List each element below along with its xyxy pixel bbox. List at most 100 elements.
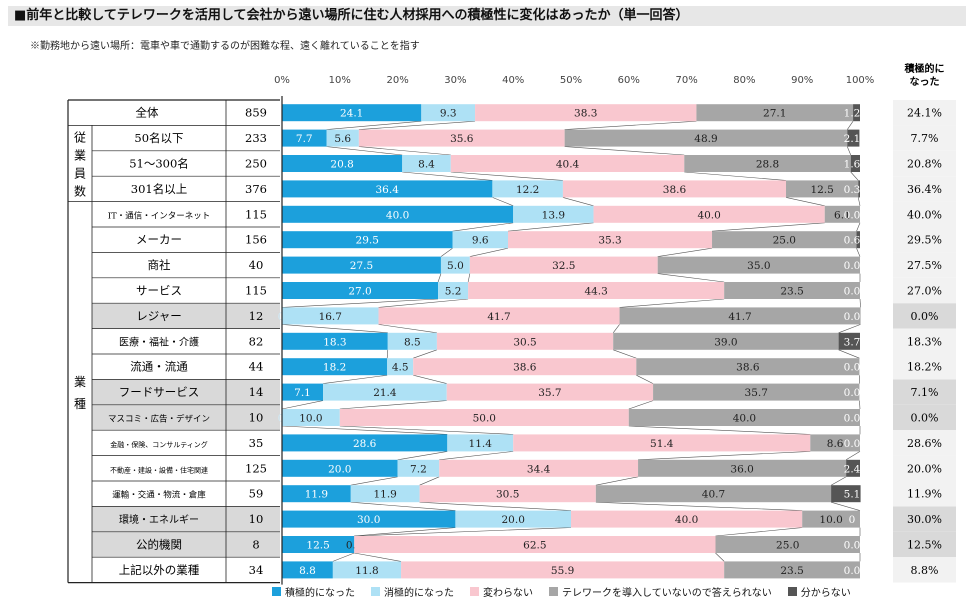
row-positive-rate: 24.1%	[907, 107, 942, 120]
row-positive-rate: 36.4%	[907, 183, 942, 196]
connector-line	[452, 222, 514, 232]
data-label: 27.0	[348, 286, 371, 298]
data-label: 21.4	[373, 387, 397, 399]
data-label: 8.6	[827, 438, 844, 450]
bar-segment	[282, 129, 327, 147]
bar-segment	[455, 510, 571, 528]
data-label: 16.7	[319, 311, 342, 323]
x-tick-label: 60%	[618, 75, 640, 86]
bar-segment	[282, 485, 351, 503]
bar-segment	[810, 434, 860, 452]
x-tick-label: 90%	[791, 75, 813, 86]
row-shade	[92, 531, 280, 558]
bar-segment	[401, 561, 725, 579]
data-label: 25.0	[773, 235, 796, 247]
connector-line	[715, 527, 803, 537]
bar-segment	[850, 155, 860, 172]
connector-line	[386, 349, 389, 359]
connector-line	[350, 476, 398, 486]
row-n: 44	[249, 360, 264, 374]
bar-segment	[447, 434, 514, 452]
row-label: 医療・福祉・介護	[119, 335, 199, 348]
bar-segment	[452, 231, 508, 249]
bar-segment	[438, 282, 469, 299]
bar-segment	[847, 129, 860, 147]
connector-line	[326, 146, 403, 156]
data-label: 30.5	[496, 489, 519, 501]
bar-segment	[715, 536, 860, 553]
x-tick-label: 50%	[560, 75, 582, 86]
row-n: 10	[249, 512, 264, 526]
bar-segment	[613, 332, 839, 350]
data-label: 0.6	[844, 235, 861, 247]
row-n: 10	[249, 411, 264, 425]
connector-line	[712, 222, 825, 232]
bar-segment	[326, 129, 359, 147]
row-positive-rate: 12.5%	[907, 539, 942, 552]
data-label: 38.3	[574, 108, 597, 120]
bar-segment	[657, 256, 860, 274]
connector-line	[595, 476, 639, 486]
connector-line	[847, 121, 854, 130]
data-label: 12.5	[810, 184, 833, 196]
bar-segment	[469, 256, 658, 274]
data-label: 51.4	[650, 438, 674, 450]
data-label: 36.0	[730, 463, 753, 475]
x-tick-label: 30%	[444, 75, 466, 86]
data-label: 1.6	[844, 159, 861, 171]
row-n: 156	[245, 233, 267, 247]
row-n: 35	[249, 436, 264, 450]
bar-segment	[282, 205, 514, 223]
connector-line	[715, 552, 725, 562]
connector-line	[469, 247, 509, 257]
bar-segment	[387, 332, 437, 350]
connector-line	[402, 171, 493, 181]
connector-line	[413, 374, 447, 384]
data-label: 55.9	[551, 565, 574, 577]
row-shade	[893, 125, 956, 151]
data-label: 12.5	[306, 540, 329, 552]
bar-segment	[282, 307, 379, 325]
bar-segment	[354, 536, 716, 553]
data-label: 30.5	[513, 336, 536, 348]
data-label: 0.3	[844, 184, 861, 196]
data-label: 7.2	[410, 463, 427, 475]
connector-line	[845, 451, 861, 461]
connector-line	[657, 247, 713, 257]
connector-line	[638, 451, 811, 461]
bar-segment	[282, 180, 493, 198]
data-label: 7.1	[294, 387, 311, 399]
row-label: 上記以外の業種	[119, 563, 200, 577]
connector-line	[281, 298, 439, 308]
bar-segment	[653, 383, 860, 401]
legend-label-positive: 積極的になった	[285, 587, 355, 599]
data-label: 9.3	[440, 108, 457, 120]
connector-line	[322, 374, 388, 384]
data-label: 50.0	[473, 413, 496, 425]
legend: 積極的になった 消極的になった 変わらない テレワークを導入していないので答えら…	[272, 584, 851, 599]
bar-segment	[439, 459, 639, 477]
row-positive-rate: 29.5%	[907, 234, 942, 247]
connector-line	[378, 298, 469, 308]
row-label: 不動産・建設・設備・住宅関連	[110, 465, 208, 474]
bar-segment	[513, 205, 594, 223]
row-n: 14	[249, 385, 264, 399]
row-shade	[893, 328, 956, 354]
data-label: 0.0	[844, 260, 861, 272]
row-label: メーカー	[136, 233, 182, 247]
connector-line	[562, 197, 594, 207]
data-label: 27.5	[350, 260, 373, 272]
data-label: 40.7	[702, 489, 725, 501]
bar-segment	[282, 358, 388, 376]
row-positive-rate: 18.2%	[907, 361, 942, 374]
row-label: 流通・流通	[130, 360, 188, 374]
bar-segment	[387, 358, 414, 376]
bar-segment	[358, 129, 565, 147]
bar-segment	[282, 459, 398, 477]
row-label: 公的機関	[136, 538, 182, 552]
data-label: 35.3	[598, 235, 621, 247]
bar-segment	[402, 155, 451, 172]
data-label: 23.5	[780, 286, 803, 298]
row-n: 12	[249, 309, 264, 323]
